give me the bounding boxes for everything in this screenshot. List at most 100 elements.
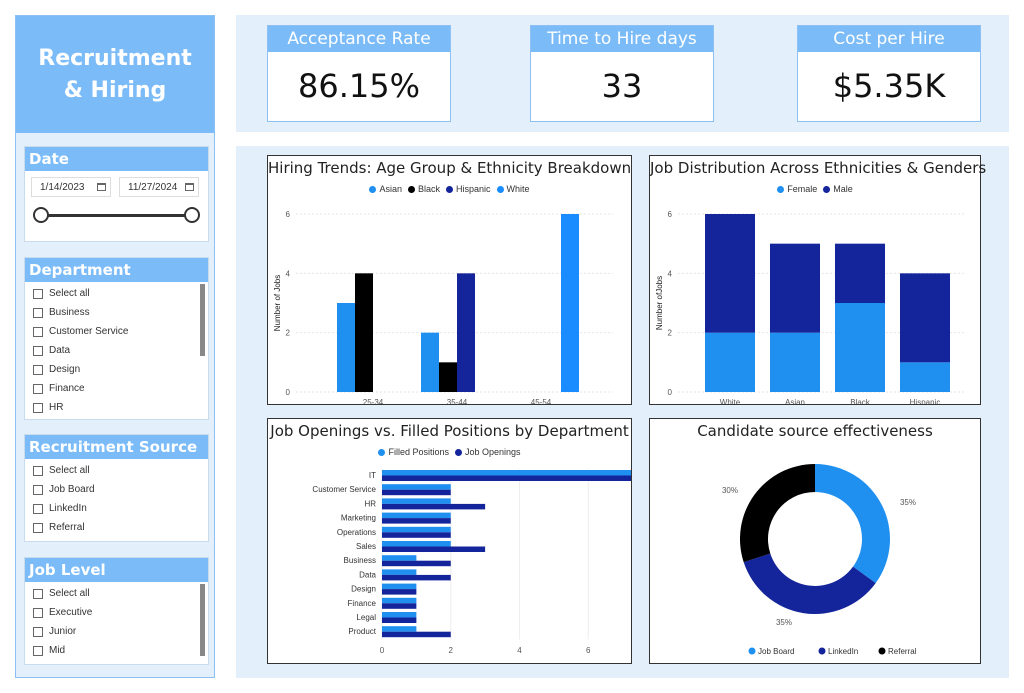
openings-filled-chart[interactable]: Job Openings vs. Filled Positions by Dep…	[267, 418, 632, 664]
slicer-item[interactable]: Executive	[33, 603, 200, 622]
legend-label: White	[506, 184, 530, 194]
bar-asian-35-44	[421, 332, 439, 392]
x-tick-label: 35-44	[447, 398, 468, 404]
source-effectiveness-chart[interactable]: Candidate source effectiveness 35% 35% 30%…	[649, 418, 981, 664]
slicer-item[interactable]: Data	[33, 341, 200, 360]
legend-item[interactable]: White	[496, 184, 530, 194]
start-date-value: 1/14/2023	[40, 181, 85, 193]
legend-label: LinkedIn	[828, 647, 858, 656]
checkbox[interactable]	[33, 484, 43, 495]
bar-male-black	[835, 243, 885, 303]
ethnicity-gender-chart[interactable]: Job Distribution Across Ethnicities & Ge…	[649, 155, 986, 405]
y-tick-label: Marketing	[341, 514, 376, 523]
legend-item[interactable]: Job Openings	[454, 447, 521, 457]
checkbox[interactable]	[33, 402, 43, 413]
legend-marker	[369, 185, 377, 193]
slicer-item[interactable]: Job Board	[33, 480, 200, 499]
slicer-item[interactable]: LinkedIn	[33, 499, 200, 518]
y-axis-label: Number of Jobs	[273, 275, 282, 331]
y-tick-label: 6	[286, 210, 291, 219]
checkbox[interactable]	[33, 607, 43, 618]
legend-marker	[378, 448, 386, 456]
age-ethnicity-chart[interactable]: Hiring Trends: Age Group & Ethnicity Bre…	[267, 155, 632, 405]
x-tick-label: 0	[380, 646, 385, 655]
x-tick-label: 25-34	[363, 398, 384, 404]
scrollbar[interactable]	[200, 284, 205, 356]
checkbox[interactable]	[33, 307, 43, 318]
department-slicer: Department Select all Business Customer Se…	[24, 257, 209, 420]
bar-black-35-44	[439, 362, 457, 392]
slice-value-label: 35%	[776, 618, 792, 627]
bar-openings-legal	[382, 617, 417, 623]
slicer-item[interactable]: HR	[33, 398, 200, 417]
checkbox[interactable]	[33, 522, 43, 533]
bar-male-asian	[770, 243, 820, 333]
legend-label: Referral	[888, 647, 917, 656]
bar-white-45-54	[561, 214, 579, 392]
checkbox[interactable]	[33, 326, 43, 337]
slicer-item[interactable]: Customer Service	[33, 322, 200, 341]
slicer-item[interactable]: Select all	[33, 284, 200, 303]
legend-marker	[446, 185, 453, 193]
checkbox[interactable]	[33, 383, 43, 394]
slicer-item[interactable]: Business	[33, 303, 200, 322]
chart-plot: 0 2 4 6 Number of Jobs 25-34 35-44 45-54	[273, 210, 613, 404]
bar-openings-it	[382, 475, 631, 481]
chart-title: Job Openings vs. Filled Positions by Dep…	[270, 422, 629, 440]
bar-filled-business	[382, 555, 417, 561]
y-tick-label: Business	[344, 556, 376, 565]
slicer-item[interactable]: Mid	[33, 641, 200, 660]
bar-filled-operations	[382, 526, 451, 533]
bar-openings-hr	[382, 503, 486, 510]
checkbox[interactable]	[33, 364, 43, 375]
checkbox[interactable]	[33, 588, 43, 599]
checkbox[interactable]	[33, 345, 43, 356]
slicer-item[interactable]: Select all	[33, 461, 200, 480]
legend-item[interactable]: Hispanic	[446, 184, 491, 194]
slicer-item[interactable]: Select all	[33, 584, 200, 603]
start-date-input[interactable]: 1/14/2023	[31, 177, 111, 197]
checkbox[interactable]	[33, 503, 43, 514]
y-tick-label: Operations	[337, 528, 376, 537]
slicer-item[interactable]: Finance	[33, 379, 200, 398]
department-list: Select all Business Customer Service Data De…	[25, 282, 208, 417]
checkbox[interactable]	[33, 626, 43, 637]
legend-item[interactable]: Female	[777, 184, 817, 194]
x-tick-label: 2	[449, 646, 454, 655]
slicer-item[interactable]: Junior	[33, 622, 200, 641]
kpi-card-cost-per-hire: Cost per Hire $5.35K	[797, 25, 981, 122]
calendar-icon[interactable]	[185, 183, 194, 191]
legend-item[interactable]: Male	[823, 184, 853, 194]
legend-item[interactable]: Asian	[369, 184, 402, 194]
y-tick-label: Product	[348, 627, 376, 636]
checkbox[interactable]	[33, 465, 43, 476]
legend-item[interactable]: Black	[407, 184, 440, 194]
end-date-value: 11/27/2024	[128, 181, 178, 193]
checkbox[interactable]	[33, 288, 43, 299]
bar-openings-business	[382, 560, 451, 567]
legend-marker	[407, 185, 415, 193]
bar-openings-customer-service	[382, 489, 451, 496]
filter-sidebar: Recruitment & Hiring Date 1/14/2023 11/2…	[15, 15, 215, 678]
end-date-input[interactable]: 11/27/2024	[119, 177, 199, 197]
y-tick-label: 4	[286, 269, 291, 278]
y-tick-label: 4	[668, 269, 673, 278]
kpi-card-acceptance-rate: Acceptance Rate 86.15%	[267, 25, 451, 122]
slider-start-handle[interactable]	[33, 207, 49, 223]
bar-female-asian	[770, 332, 820, 392]
x-tick-label: White	[720, 398, 741, 404]
bar-filled-it	[382, 470, 631, 476]
date-range-slider[interactable]	[31, 203, 202, 233]
slicer-item[interactable]: Design	[33, 360, 200, 379]
scrollbar[interactable]	[200, 584, 205, 656]
legend-item[interactable]: Filled Positions	[378, 447, 449, 457]
bar-filled-sales	[382, 541, 451, 547]
calendar-icon[interactable]	[97, 183, 106, 191]
checkbox[interactable]	[33, 645, 43, 656]
y-tick-label: HR	[364, 499, 376, 508]
bar-filled-design	[382, 583, 417, 590]
slicer-item-label: Data	[49, 345, 71, 356]
bar-filled-legal	[382, 612, 417, 618]
slider-end-handle[interactable]	[184, 207, 200, 223]
slicer-item[interactable]: Referral	[33, 518, 200, 537]
